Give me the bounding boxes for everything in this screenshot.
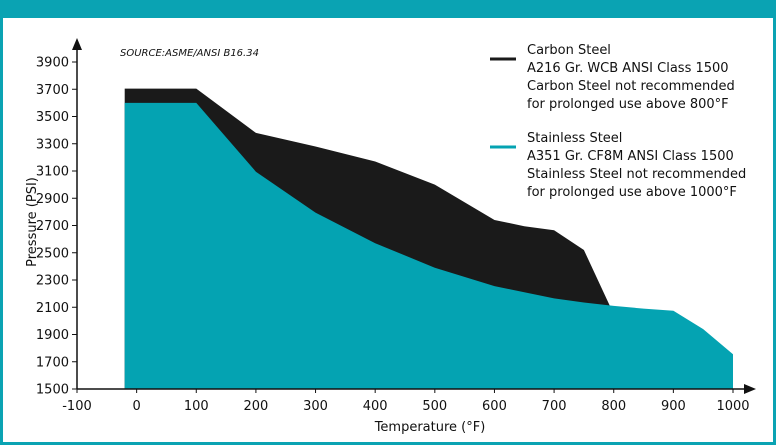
y-tick-label: 2100: [36, 301, 69, 316]
y-tick-labels: 1500 1700 1900 2100 2300 2500 2700 2900 3100 3300…: [36, 56, 69, 398]
x-tick-label: 800: [601, 399, 626, 414]
y-tick-label: 3700: [36, 83, 69, 98]
y-axis-arrow: [72, 38, 82, 50]
area-layer: [124, 88, 733, 390]
y-tick-label: 2700: [36, 219, 69, 234]
x-axis-title: Temperature (°F): [374, 420, 486, 435]
x-tick-label: 700: [542, 399, 567, 414]
y-tick-label: 1500: [36, 383, 69, 398]
x-tick-label: 300: [303, 399, 328, 414]
x-tick-label: 900: [661, 399, 686, 414]
axes-layer: [72, 38, 756, 394]
y-tick-label: 2500: [36, 246, 69, 261]
legend-carbon-spec: A216 Gr. WCB ANSI Class 1500: [527, 61, 729, 76]
x-tick-label: 0: [132, 399, 140, 414]
legend-stainless-title: Stainless Steel: [527, 131, 622, 146]
x-tick-label: -100: [62, 399, 92, 414]
x-tick-label: 1000: [716, 399, 749, 414]
x-tick-label: 500: [422, 399, 447, 414]
legend-stainless-note-1: Stainless Steel not recommended: [527, 167, 746, 182]
y-tick-label: 3300: [36, 137, 69, 152]
legend-stainless-spec: A351 Gr. CF8M ANSI Class 1500: [527, 149, 734, 164]
source-note: SOURCE:ASME/ANSI B16.34: [120, 48, 259, 59]
y-axis-title: Pressure (PSI): [25, 177, 40, 267]
y-tick-label: 1700: [36, 355, 69, 370]
legend-stainless-note-2: for prolonged use above 1000°F: [527, 185, 737, 200]
y-tick-label: 3100: [36, 165, 69, 180]
x-tick-label: 100: [184, 399, 209, 414]
x-tick-label: 400: [363, 399, 388, 414]
y-tick-label: 1900: [36, 328, 69, 343]
area-stainless-steel: [124, 102, 733, 390]
x-tick-label: 200: [243, 399, 268, 414]
x-tick-label: 600: [482, 399, 507, 414]
legend-carbon-title: Carbon Steel: [527, 43, 611, 58]
y-tick-label: 3900: [36, 56, 69, 71]
x-tick-labels: -100 0 100 200 300 400 500 600 700 800 900 1000: [62, 399, 749, 414]
y-tick-label: 2900: [36, 192, 69, 207]
legend-carbon-note-1: Carbon Steel not recommended: [527, 79, 735, 94]
legend-carbon-note-2: for prolonged use above 800°F: [527, 97, 729, 112]
y-tick-label: 3500: [36, 110, 69, 125]
x-axis-arrow: [744, 384, 756, 394]
y-tick-label: 2300: [36, 274, 69, 289]
